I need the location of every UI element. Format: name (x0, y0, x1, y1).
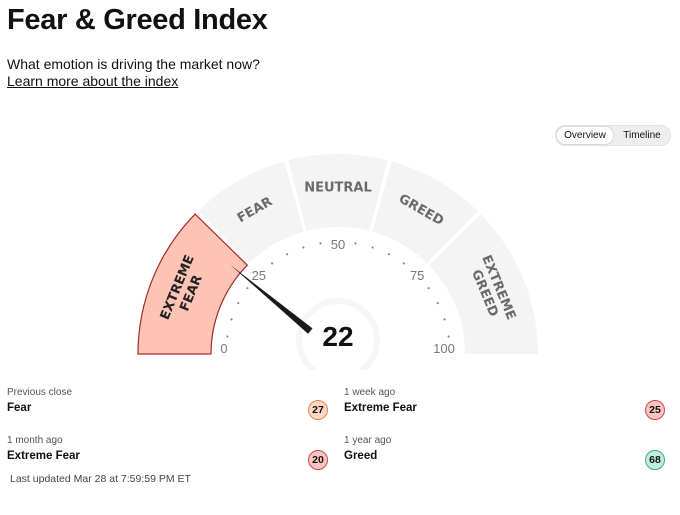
stat-value: Greed (344, 450, 378, 462)
stat-value: Fear (7, 402, 32, 414)
score-badge: 20 (308, 450, 328, 470)
tab-overview[interactable]: Overview (556, 126, 614, 145)
scale-dot (427, 287, 430, 290)
scale-dot (246, 287, 249, 290)
learn-more-link[interactable]: Learn more about the index (7, 73, 179, 89)
stat-1-year-ago: 1 year ago Greed (344, 435, 391, 462)
fear-greed-gauge: EXTREMEFEARFEARNEUTRALGREEDEXTREMEGREED0… (137, 154, 538, 370)
gauge-needle (230, 264, 313, 334)
page-title: Fear & Greed Index (7, 4, 268, 36)
scale-dot (402, 262, 405, 265)
scale-label: 0 (220, 341, 227, 356)
gauge-value: 22 (322, 321, 353, 352)
scale-label: 50 (331, 237, 345, 252)
scale-dot (226, 335, 229, 338)
stat-label: 1 year ago (344, 435, 392, 446)
gauge-segment (372, 161, 478, 264)
scale-dot (443, 318, 446, 321)
stat-1-month-ago: 1 month ago Extreme Fear (7, 435, 80, 462)
gauge-segment-label: NEUTRAL (304, 181, 372, 196)
view-toggle: Overview Timeline (555, 125, 671, 146)
gauge-segment (198, 161, 304, 264)
score-badge: 68 (645, 450, 665, 470)
stat-label: Previous close (7, 387, 73, 398)
stat-previous-close: Previous close Fear (7, 387, 72, 414)
stat-label: 1 week ago (344, 387, 396, 398)
gauge-segment (288, 154, 388, 231)
stat-value: Extreme Fear (344, 402, 417, 414)
scale-dot (354, 242, 357, 245)
page-subtitle: What emotion is driving the market now? (7, 56, 260, 72)
gauge-segment (428, 214, 538, 354)
scale-dot (271, 262, 274, 265)
scale-dot (371, 246, 374, 249)
scale-label: 75 (410, 268, 424, 283)
stat-1-week-ago: 1 week ago Extreme Fear (344, 387, 417, 414)
scale-dot (230, 318, 233, 321)
tab-timeline[interactable]: Timeline (623, 130, 661, 141)
scale-label: 25 (252, 268, 266, 283)
gauge-segment (137, 213, 249, 355)
score-badge: 27 (308, 400, 328, 420)
scale-dot (237, 302, 240, 305)
score-badge: 25 (645, 400, 665, 420)
gauge-center (302, 304, 374, 370)
scale-dot (286, 253, 289, 256)
scale-dot (387, 253, 390, 256)
scale-dot (302, 246, 305, 249)
scale-dot (447, 335, 450, 338)
scale-dot (436, 302, 439, 305)
scale-label: 100 (433, 341, 455, 356)
stat-value: Extreme Fear (7, 450, 80, 462)
last-updated: Last updated Mar 28 at 7:59:59 PM ET (10, 473, 191, 485)
scale-dot (319, 242, 322, 245)
stat-label: 1 month ago (7, 435, 63, 446)
